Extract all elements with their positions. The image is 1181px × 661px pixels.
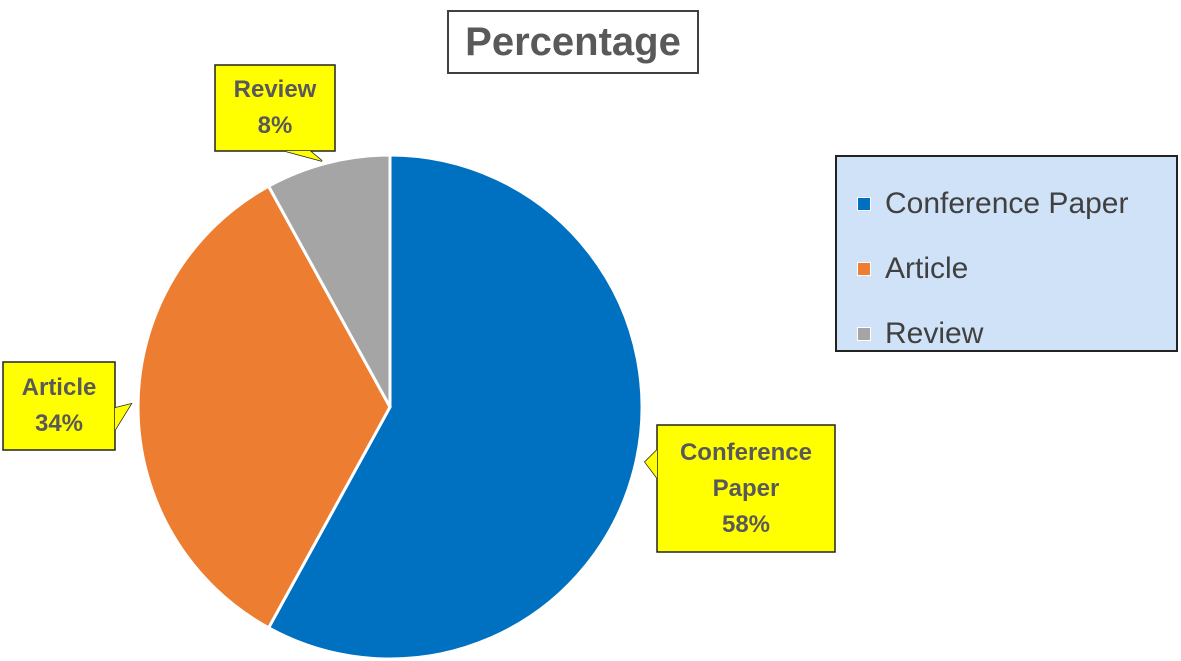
data-label: Review 8% [215,65,335,151]
legend: Conference Paper Article Review [835,155,1178,352]
callout-fill [115,404,131,430]
pie-slice [266,153,392,408]
legend-label: Review [885,316,984,350]
data-label-category: Review [233,76,317,103]
callout-fill [645,450,657,478]
data-label: Article 34% [3,362,115,450]
pie-slice [136,184,392,630]
legend-item: Review [857,301,1176,366]
data-label-value: 34% [34,410,84,437]
legend-label: Conference Paper [885,186,1129,220]
data-label: Conference Paper 58% [657,425,835,552]
chart-title: Percentage [447,10,699,74]
legend-label: Article [885,251,969,285]
data-label-value: 8% [257,112,293,139]
data-label-category: Article [21,374,97,401]
callout-fill [285,151,322,161]
legend-swatch [857,326,871,341]
data-label-value: 58% [721,510,771,538]
legend-item: Conference Paper [857,171,1176,236]
data-label-category: Conference Paper [679,438,813,502]
legend-swatch [857,261,871,276]
legend-swatch [857,196,871,211]
legend-item: Article [857,236,1176,301]
pie-slice [266,153,644,661]
